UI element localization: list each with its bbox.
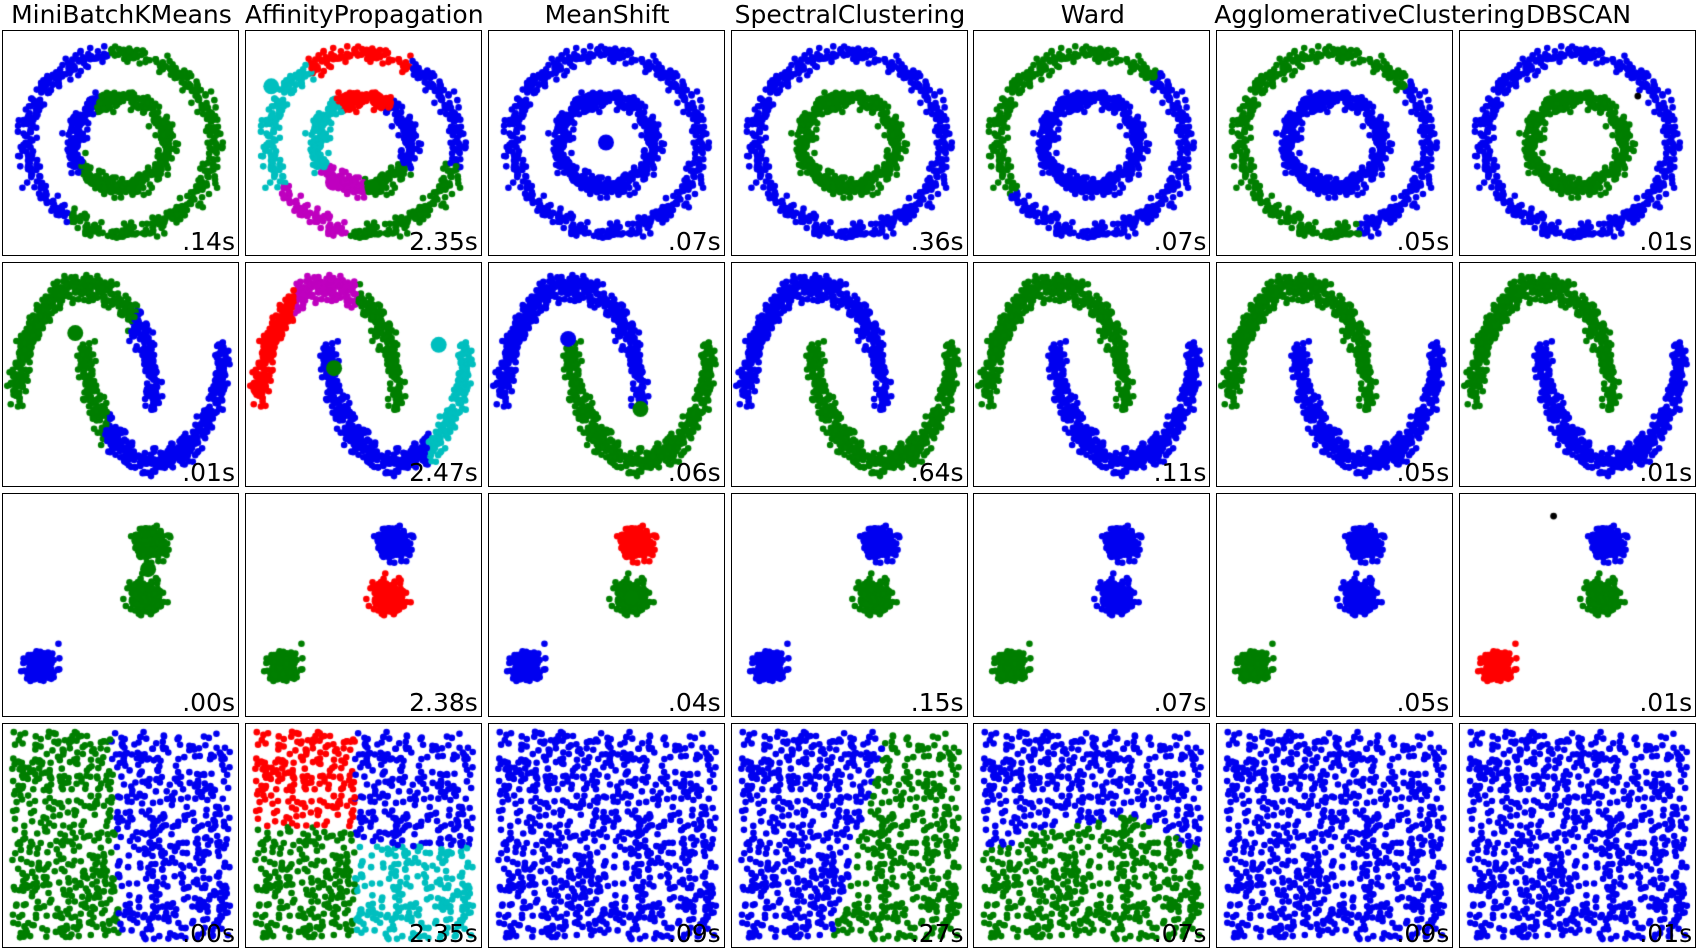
elapsed-time-label: 2.38s	[409, 688, 478, 717]
scatter-canvas	[731, 494, 966, 715]
elapsed-time-label: .27s	[910, 919, 964, 948]
elapsed-time-label: .01s	[1639, 688, 1693, 717]
scatter-canvas	[488, 494, 723, 715]
scatter-panel-no_structure-agglomerativeclustering: .09s	[1216, 723, 1454, 948]
scatter-canvas	[3, 724, 237, 946]
scatter-panel-blobs-minibatchkmeans: .00s	[2, 493, 239, 717]
scatter-panel-noisy_moons-affinitypropagation: 2.47s	[244, 262, 482, 487]
scatter-canvas	[1217, 263, 1452, 485]
elapsed-time-label: .15s	[910, 688, 964, 717]
scatter-canvas	[731, 724, 966, 946]
scatter-panel-noisy_circles-affinitypropagation: 2.35s	[244, 30, 482, 256]
elapsed-time-label: .00s	[182, 919, 235, 948]
column-title-minibatchkmeans: MiniBatchKMeans	[11, 0, 232, 29]
scatter-canvas	[1217, 724, 1452, 946]
scatter-panel-noisy_circles-ward: .07s	[973, 30, 1211, 256]
elapsed-time-label: .14s	[182, 227, 235, 256]
scatter-panel-noisy_moons-meanshift: .06s	[487, 262, 725, 487]
scatter-panel-no_structure-spectralclustering: .27s	[730, 723, 968, 948]
scatter-panel-noisy_moons-ward: .11s	[973, 262, 1211, 487]
scatter-canvas	[1217, 494, 1452, 715]
elapsed-time-label: .09s	[1396, 919, 1450, 948]
elapsed-time-label: .01s	[1639, 227, 1693, 256]
scatter-canvas	[974, 263, 1209, 485]
elapsed-time-label: .11s	[1153, 458, 1207, 487]
scatter-panel-blobs-spectralclustering: .15s	[730, 493, 968, 717]
scatter-canvas	[731, 263, 966, 485]
elapsed-time-label: .64s	[910, 458, 964, 487]
scatter-canvas	[3, 494, 237, 715]
elapsed-time-label: .07s	[667, 227, 721, 256]
scatter-panel-blobs-dbscan: .01s	[1459, 493, 1697, 717]
elapsed-time-label: .06s	[667, 458, 721, 487]
scatter-canvas	[245, 263, 480, 485]
scatter-canvas	[1217, 31, 1452, 254]
scatter-canvas	[488, 724, 723, 946]
scatter-canvas	[1460, 263, 1695, 485]
scatter-panel-noisy_circles-minibatchkmeans: .14s	[2, 30, 239, 256]
scatter-panel-blobs-agglomerativeclustering: .05s	[1216, 493, 1454, 717]
scatter-canvas	[3, 263, 237, 485]
scatter-canvas	[974, 31, 1209, 254]
column-title-ward: Ward	[1060, 0, 1125, 29]
scatter-canvas	[1460, 724, 1695, 946]
elapsed-time-label: .07s	[1153, 688, 1207, 717]
scatter-panel-noisy_moons-dbscan: .01s	[1459, 262, 1697, 487]
scatter-panel-noisy_moons-minibatchkmeans: .01s	[2, 262, 239, 487]
column-title-affinitypropagation: AffinityPropagation	[244, 0, 484, 29]
elapsed-time-label: .07s	[1153, 919, 1207, 948]
scatter-canvas	[1460, 31, 1695, 254]
elapsed-time-label: .05s	[1396, 227, 1450, 256]
scatter-panel-noisy_circles-agglomerativeclustering: .05s	[1216, 30, 1454, 256]
scatter-canvas	[245, 31, 480, 254]
scatter-panel-blobs-affinitypropagation: 2.38s	[244, 493, 482, 717]
scatter-panel-noisy_circles-meanshift: .07s	[487, 30, 725, 256]
scatter-canvas	[488, 31, 723, 254]
scatter-canvas	[974, 494, 1209, 715]
elapsed-time-label: .01s	[1639, 458, 1693, 487]
elapsed-time-label: .07s	[1153, 227, 1207, 256]
elapsed-time-label: .01s	[1639, 919, 1693, 948]
scatter-panel-no_structure-ward: .07s	[973, 723, 1211, 948]
elapsed-time-label: .00s	[182, 688, 235, 717]
scatter-panel-noisy_circles-spectralclustering: .36s	[730, 30, 968, 256]
scatter-panel-noisy_moons-agglomerativeclustering: .05s	[1216, 262, 1454, 487]
elapsed-time-label: 2.35s	[409, 919, 478, 948]
scatter-canvas	[245, 724, 480, 946]
scatter-panel-no_structure-minibatchkmeans: .00s	[2, 723, 239, 948]
column-title-dbscan: DBSCAN	[1526, 0, 1632, 29]
scatter-canvas	[3, 31, 237, 254]
scatter-canvas	[1460, 494, 1695, 715]
column-title-meanshift: MeanShift	[544, 0, 670, 29]
scatter-panel-no_structure-affinitypropagation: 2.35s	[244, 723, 482, 948]
elapsed-time-label: .36s	[910, 227, 964, 256]
elapsed-time-label: .05s	[1396, 688, 1450, 717]
scatter-panel-blobs-meanshift: .04s	[487, 493, 725, 717]
elapsed-time-label: .05s	[1396, 458, 1450, 487]
scatter-panel-blobs-ward: .07s	[973, 493, 1211, 717]
scatter-canvas	[731, 31, 966, 254]
scatter-canvas	[974, 724, 1209, 946]
scatter-panel-no_structure-meanshift: .09s	[487, 723, 725, 948]
scatter-panel-noisy_moons-spectralclustering: .64s	[730, 262, 968, 487]
elapsed-time-label: .09s	[667, 919, 721, 948]
column-title-spectralclustering: SpectralClustering	[734, 0, 966, 29]
elapsed-time-label: 2.35s	[409, 227, 478, 256]
elapsed-time-label: 2.47s	[409, 458, 478, 487]
column-title-agglomerativeclustering: AgglomerativeClustering	[1214, 0, 1526, 29]
scatter-canvas	[488, 263, 723, 485]
elapsed-time-label: .01s	[182, 458, 235, 487]
elapsed-time-label: .04s	[667, 688, 721, 717]
scatter-canvas	[245, 494, 480, 715]
scatter-panel-noisy_circles-dbscan: .01s	[1459, 30, 1697, 256]
scatter-panel-no_structure-dbscan: .01s	[1459, 723, 1697, 948]
